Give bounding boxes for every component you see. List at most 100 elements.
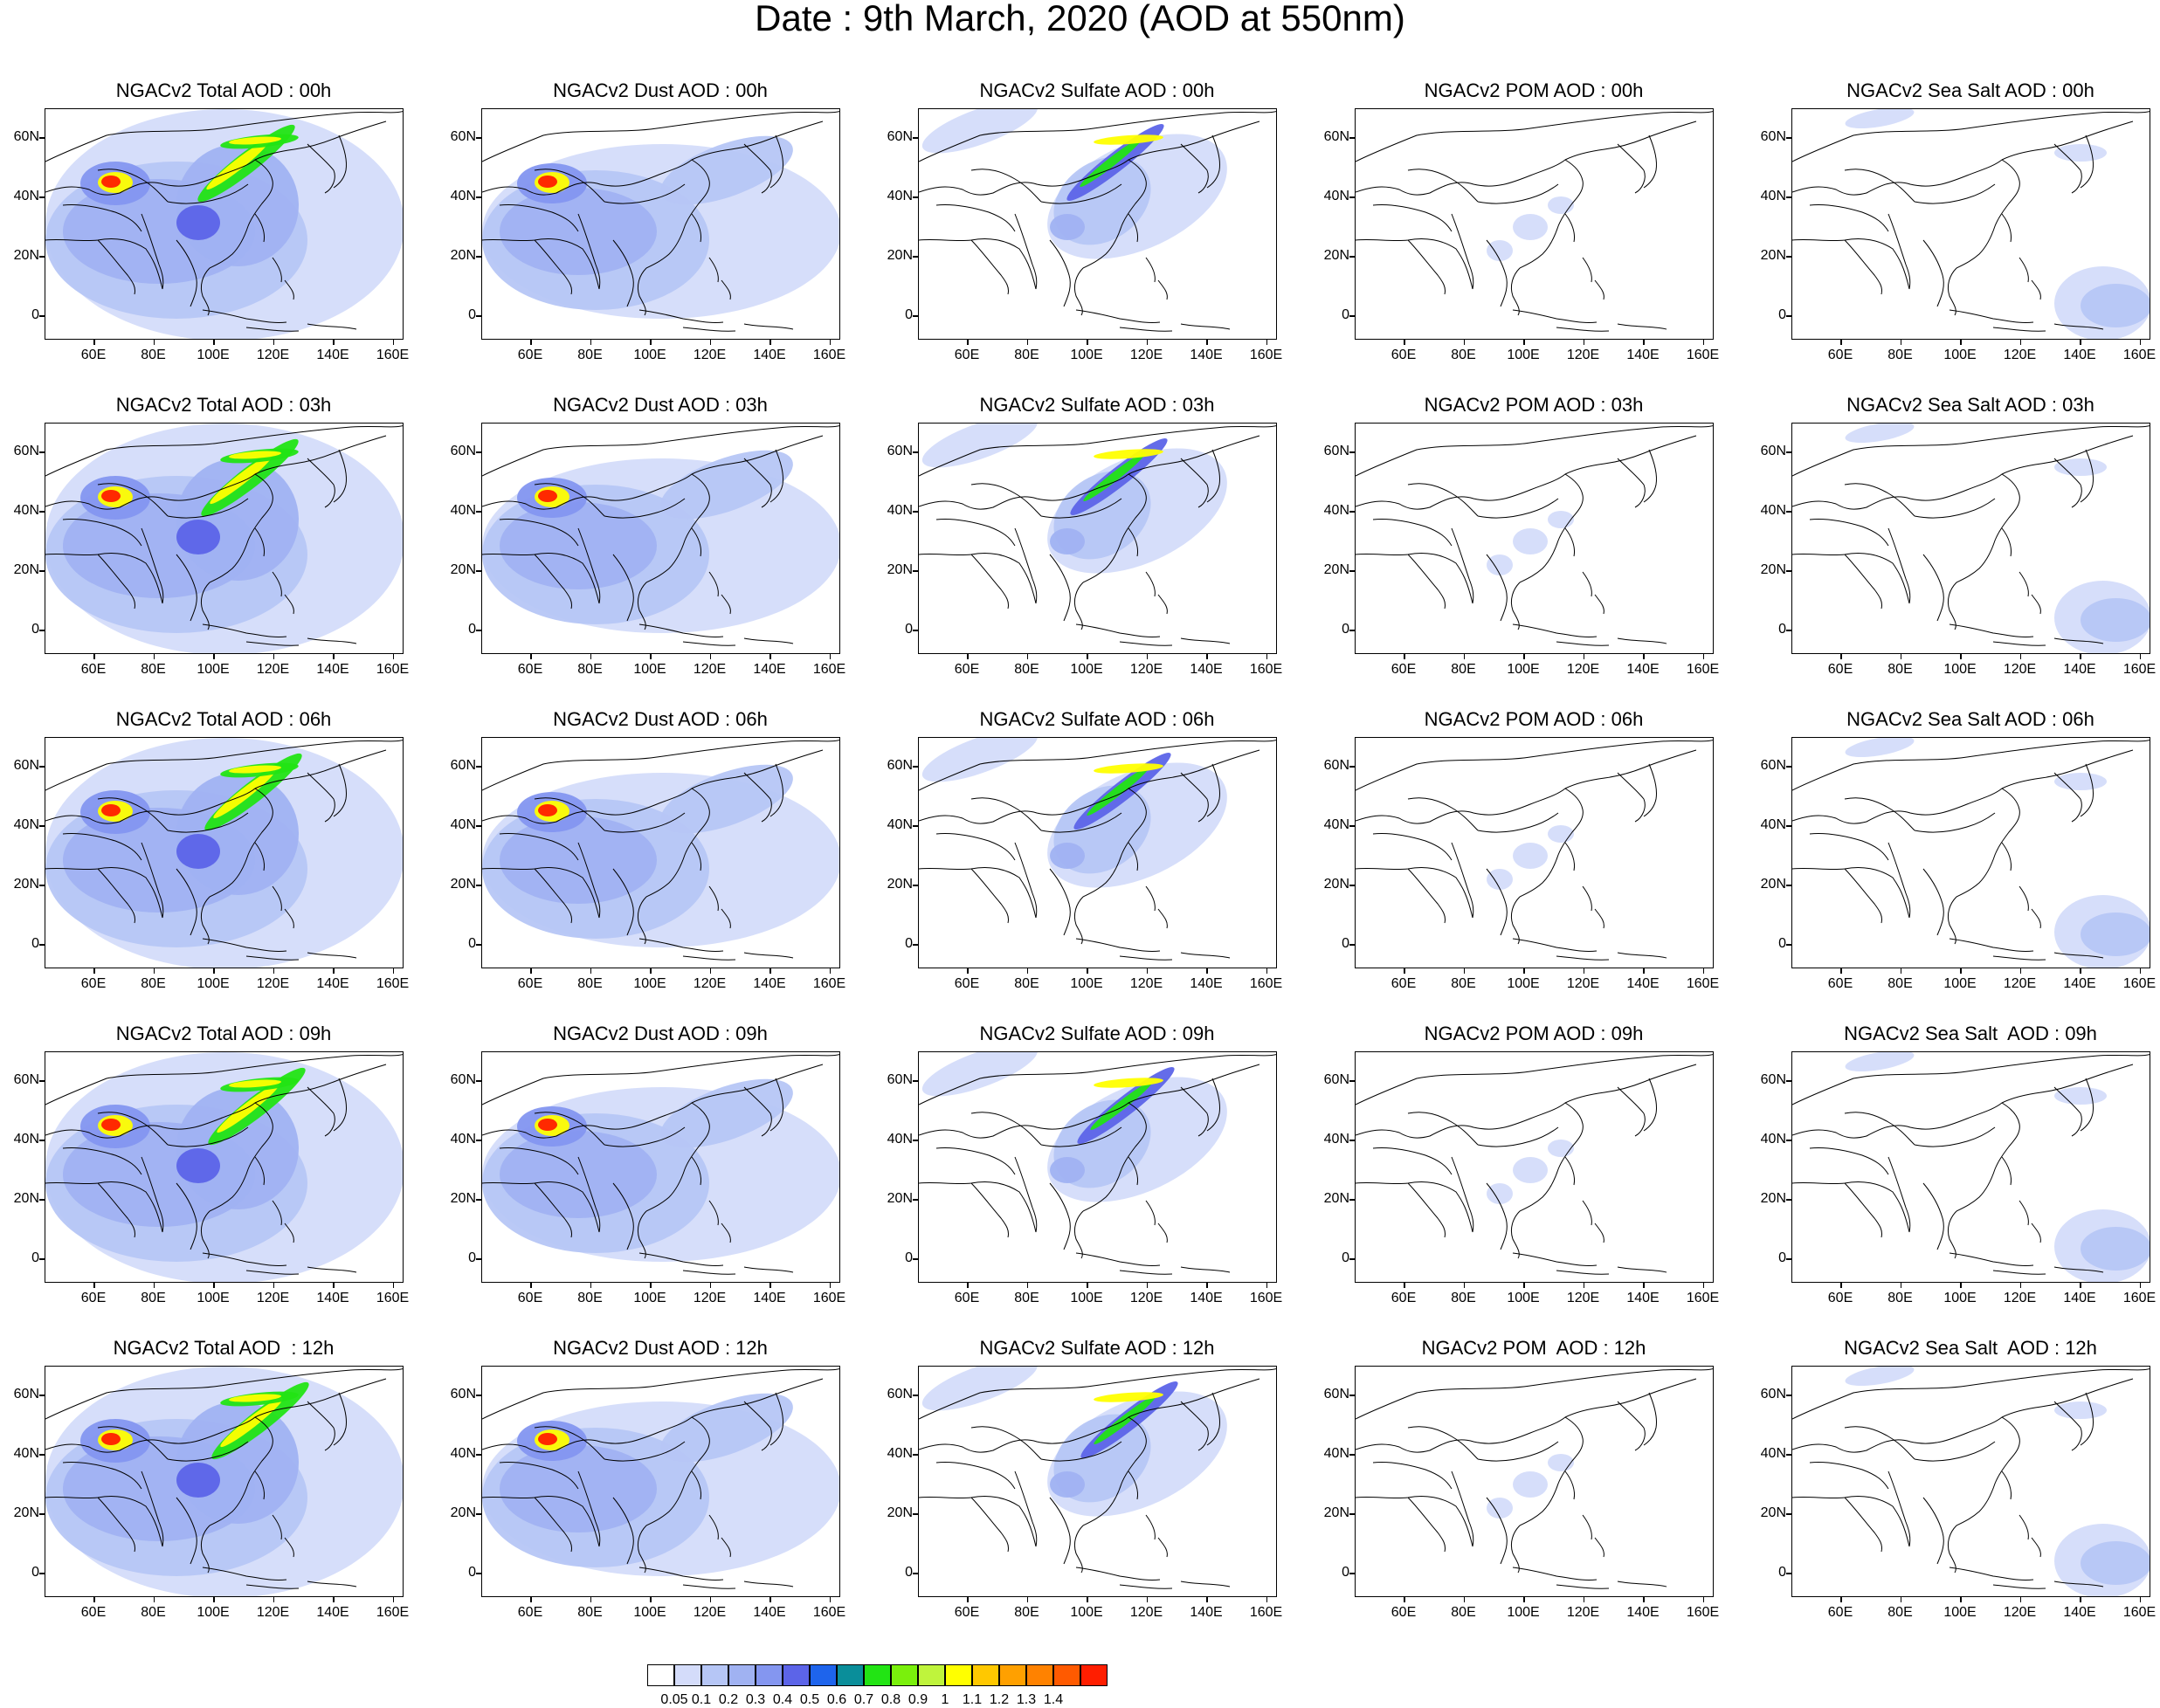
lat-tick	[476, 315, 481, 317]
lat-tick-label: 60N	[1323, 758, 1349, 773]
aod-plume	[921, 109, 1039, 154]
lon-tick	[1702, 340, 1704, 345]
lat-tick	[476, 1573, 481, 1574]
coastline	[1356, 552, 1473, 604]
colorbar-swatch	[891, 1664, 918, 1686]
lon-tick	[1404, 1283, 1405, 1288]
lat-tick-label: 60N	[1323, 1072, 1349, 1087]
coastline	[1617, 1086, 1646, 1137]
coastline	[682, 323, 794, 332]
lat-tick	[476, 511, 481, 513]
lon-tick	[1463, 654, 1465, 659]
coastline	[612, 1497, 634, 1565]
coastline	[482, 1378, 824, 1453]
lat-tick	[39, 570, 45, 572]
coastline	[1512, 309, 1598, 323]
lat-tick	[1349, 1199, 1355, 1201]
lat-tick	[1349, 196, 1355, 198]
lon-tick-label: 100E	[197, 976, 230, 991]
lon-tick	[530, 1283, 532, 1288]
lat-tick-label: 20N	[450, 1505, 476, 1520]
map-canvas	[45, 738, 403, 968]
lon-tick	[530, 1597, 532, 1602]
lon-tick-label: 140E	[1626, 1291, 1660, 1305]
lon-tick-label: 60E	[1827, 662, 1853, 677]
coastline	[1792, 1181, 1910, 1233]
coastline	[167, 498, 249, 519]
coastline	[1922, 239, 1944, 307]
lat-tick-label: 20N	[1760, 248, 1786, 263]
coastline	[272, 1514, 294, 1558]
panel-title-pom-12h: NGACv2 POM AOD : 12h	[1421, 1337, 1646, 1359]
lon-tick	[1523, 340, 1525, 345]
coastline	[209, 159, 273, 269]
coastline	[1049, 868, 1071, 936]
map-canvas	[482, 739, 839, 961]
map-sulfate-03h	[918, 423, 1277, 654]
lon-tick-label: 80E	[1014, 662, 1039, 677]
coastline	[209, 788, 273, 898]
coastline	[1956, 159, 2020, 269]
coastline	[1564, 213, 1575, 243]
lon-tick	[1146, 340, 1148, 345]
coastline	[1582, 257, 1604, 300]
lon-tick	[2019, 1597, 2021, 1602]
coastline	[604, 812, 686, 833]
coastline	[1407, 1497, 1446, 1553]
lat-tick-label: 40N	[1760, 1132, 1786, 1147]
coastline	[638, 938, 724, 952]
lat-tick-label: 40N	[887, 503, 913, 518]
lon-tick-label: 160E	[1249, 1605, 1283, 1620]
coastline	[1206, 763, 1220, 817]
lon-tick-label: 120E	[1566, 976, 1600, 991]
panel-title-pom-09h: NGACv2 POM AOD : 09h	[1424, 1023, 1644, 1044]
coastline	[1556, 637, 1667, 646]
lon-tick-label: 60E	[1391, 348, 1417, 362]
coastline	[682, 1581, 794, 1589]
lon-tick-label: 120E	[1129, 1291, 1163, 1305]
coastline	[638, 1567, 724, 1581]
coastline	[970, 1497, 1009, 1553]
coastline	[2080, 134, 2094, 189]
lon-tick-label: 120E	[2003, 348, 2037, 362]
lon-tick-label: 140E	[1190, 976, 1223, 991]
lat-tick	[1349, 1080, 1355, 1082]
coastline	[1073, 1210, 1084, 1259]
colorbar-swatch	[1080, 1664, 1108, 1686]
lon-tick-label: 60E	[80, 1291, 107, 1305]
lat-tick-label: 0	[1778, 1565, 1786, 1580]
lon-tick-label: 160E	[376, 976, 410, 991]
aod-plume	[538, 1119, 557, 1131]
coastline	[1519, 159, 1584, 269]
lon-tick-label: 60E	[1827, 976, 1853, 991]
coastline	[1792, 238, 1910, 290]
coastline	[1075, 938, 1161, 952]
coastline	[1206, 1392, 1220, 1446]
coastline	[167, 1441, 249, 1462]
coastline	[1407, 1112, 1479, 1146]
lon-tick-label: 80E	[1887, 976, 1913, 991]
lon-tick	[2019, 1283, 2021, 1288]
aod-plume	[1845, 109, 1915, 129]
lat-tick	[1349, 885, 1355, 886]
coastline	[534, 1497, 572, 1553]
lat-tick	[39, 825, 45, 827]
coastline	[1809, 519, 1889, 547]
lat-tick	[476, 137, 481, 139]
coastline	[333, 134, 347, 189]
aod-plume	[229, 1394, 281, 1402]
coastline	[97, 1182, 135, 1238]
coastline	[2019, 571, 2041, 615]
lon-tick-label: 60E	[517, 662, 543, 677]
lon-tick-label: 60E	[517, 976, 543, 991]
colorbar-label: 1.2	[989, 1692, 1010, 1707]
lat-tick-label: 40N	[450, 1132, 476, 1147]
lon-tick	[650, 1597, 652, 1602]
coastline	[1844, 1426, 1915, 1460]
lat-tick-label: 60N	[450, 129, 476, 144]
lon-tick	[1643, 1283, 1645, 1288]
coastline	[209, 1102, 273, 1212]
lat-tick	[913, 1140, 918, 1141]
coastline	[577, 1156, 601, 1233]
lon-tick-label: 80E	[141, 662, 166, 677]
